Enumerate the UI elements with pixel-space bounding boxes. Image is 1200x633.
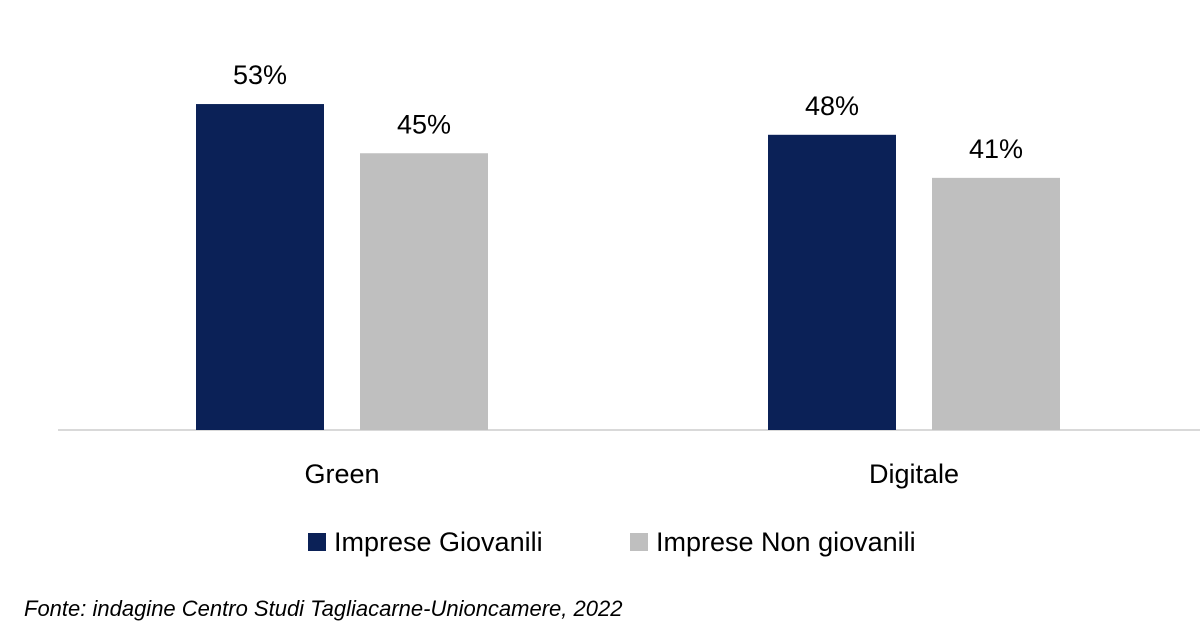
bar-digitale-series-2 <box>932 177 1060 430</box>
data-label: 41% <box>969 134 1023 164</box>
legend-swatch-2 <box>630 533 648 551</box>
category-label-digitale: Digitale <box>869 459 959 489</box>
data-label: 53% <box>233 60 287 90</box>
bar-digitale-series-1 <box>768 134 896 431</box>
source-note: Fonte: indagine Centro Studi Tagliacarne… <box>24 596 623 621</box>
category-label-green: Green <box>304 459 379 489</box>
bar-green-series-2 <box>360 153 488 430</box>
data-label: 48% <box>805 91 859 121</box>
legend-label-2: Imprese Non giovanili <box>656 527 916 557</box>
legend-label-1: Imprese Giovanili <box>334 527 543 557</box>
bar-green-series-1 <box>196 104 324 431</box>
data-label: 45% <box>397 109 451 139</box>
legend-swatch-1 <box>308 533 326 551</box>
